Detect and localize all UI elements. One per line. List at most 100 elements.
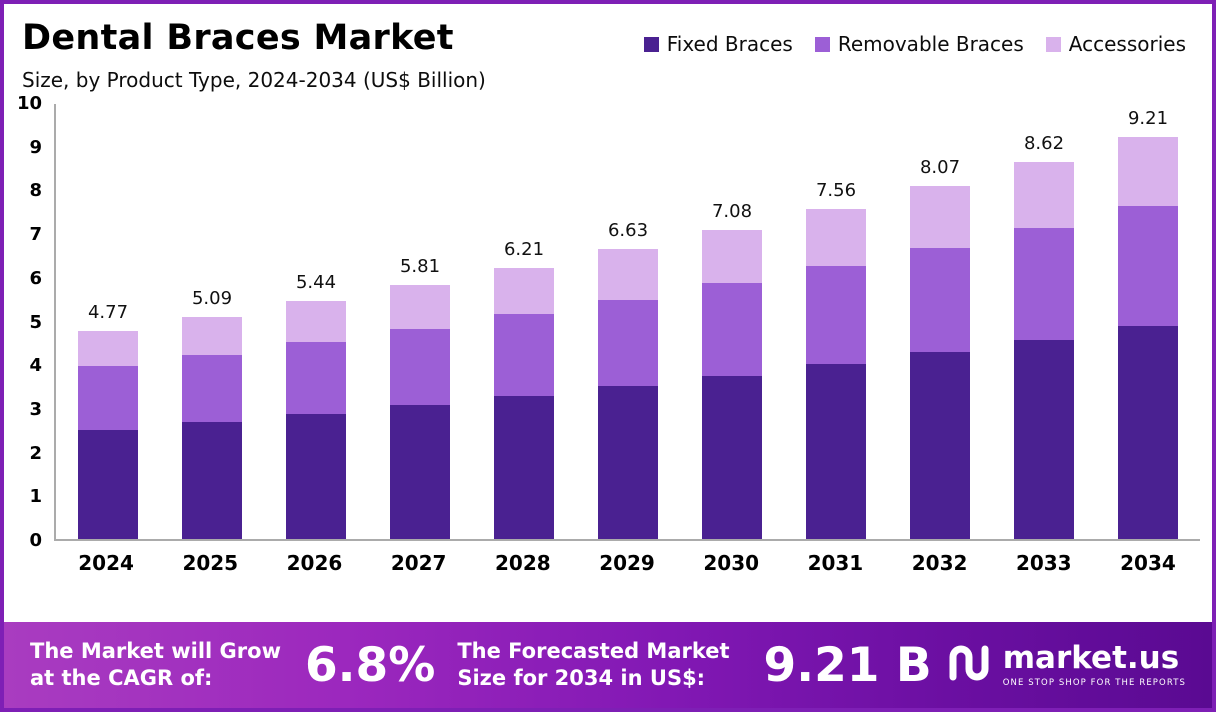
bar-total-label: 6.21 <box>503 238 545 260</box>
bar-segment-accessories <box>910 186 970 248</box>
bar-column: 8.07 <box>888 104 992 539</box>
bar-segment-removable-braces <box>78 366 138 430</box>
brand-logo: market.us ONE STOP SHOP FOR THE REPORTS <box>947 639 1186 688</box>
bar-segment-accessories <box>1118 136 1178 207</box>
chart-area: 0 1 2 3 4 5 6 7 8 9 10 4.77 5.09 5.44 5.81 6.21 6.63 7.0… <box>4 95 1212 575</box>
bar-column: 4.77 <box>56 104 160 539</box>
y-axis-tick: 0 <box>29 530 42 551</box>
bar-segment-fixed-braces <box>1014 339 1074 539</box>
bar-column: 6.63 <box>576 104 680 539</box>
bar-total-label: 4.77 <box>87 301 129 323</box>
legend: Fixed Braces Removable Braces Accessories <box>643 32 1186 56</box>
y-axis-tick: 6 <box>29 267 42 289</box>
bar-total-label: 7.08 <box>711 200 753 222</box>
bar-total-label: 8.07 <box>919 157 961 179</box>
bar-stack <box>78 330 138 539</box>
bar-segment-fixed-braces <box>702 375 762 539</box>
y-axis: 0 1 2 3 4 5 6 7 8 9 10 <box>14 95 54 550</box>
bar-segment-accessories <box>1014 162 1074 228</box>
brand-name: market.us <box>1002 639 1180 676</box>
legend-label: Removable Braces <box>837 32 1024 56</box>
legend-label: Fixed Braces <box>666 32 793 56</box>
brand-text: market.us ONE STOP SHOP FOR THE REPORTS <box>1002 639 1186 688</box>
bar-segment-fixed-braces <box>390 405 450 539</box>
bar-segment-fixed-braces <box>598 386 658 539</box>
legend-swatch-icon <box>643 36 659 52</box>
x-axis-label: 2024 <box>78 551 134 575</box>
bar-segment-removable-braces <box>494 314 554 396</box>
bar-segment-removable-braces <box>1118 206 1178 326</box>
bar-stack <box>182 316 242 539</box>
plot-column: 4.77 5.09 5.44 5.81 6.21 6.63 7.08 7.56 8.07 8.62… <box>54 104 1200 575</box>
legend-swatch-icon <box>814 36 830 52</box>
y-axis-tick: 2 <box>29 442 42 464</box>
brand-tagline: ONE STOP SHOP FOR THE REPORTS <box>1002 677 1186 688</box>
bar-segment-fixed-braces <box>286 413 346 539</box>
bar-column: 5.81 <box>368 104 472 539</box>
y-axis-tick: 9 <box>29 136 42 158</box>
bar-stack <box>1118 136 1178 539</box>
bar-segment-removable-braces <box>702 283 762 376</box>
bar-stack <box>702 229 762 539</box>
bar-segment-fixed-braces <box>1118 325 1178 539</box>
bar-segment-accessories <box>182 316 242 356</box>
bar-stack <box>1014 162 1074 539</box>
bar-total-label: 6.63 <box>607 220 649 242</box>
bar-stack <box>494 267 554 539</box>
cagr-label: The Market will Grow at the CAGR of: <box>30 638 281 690</box>
bar-segment-fixed-braces <box>494 395 554 539</box>
bar-segment-removable-braces <box>1014 227 1074 340</box>
bar-segment-fixed-braces <box>182 421 242 539</box>
bar-total-label: 5.09 <box>191 287 233 309</box>
bar-segment-removable-braces <box>598 299 658 387</box>
y-axis-tick: 1 <box>29 486 42 508</box>
bar-segment-accessories <box>286 301 346 343</box>
bar-stack <box>286 301 346 539</box>
bar-total-label: 5.44 <box>295 272 337 294</box>
bar-total-label: 9.21 <box>1127 107 1169 129</box>
bar-stack <box>806 208 866 539</box>
bar-segment-removable-braces <box>182 355 242 422</box>
bars: 4.77 5.09 5.44 5.81 6.21 6.63 7.08 7.56 8.07 8.62… <box>56 104 1200 539</box>
bar-total-label: 7.56 <box>815 179 857 201</box>
chart-subtitle: Size, by Product Type, 2024-2034 (US$ Bi… <box>22 68 486 92</box>
bar-column: 7.56 <box>784 104 888 539</box>
bar-segment-removable-braces <box>390 329 450 406</box>
y-axis-tick: 5 <box>29 311 42 333</box>
bar-segment-accessories <box>702 229 762 284</box>
bar-segment-fixed-braces <box>910 352 970 539</box>
x-axis-label: 2028 <box>495 551 551 575</box>
x-axis-label: 2032 <box>911 551 968 575</box>
x-labels: 2024 2025 2026 2027 2028 2029 2030 2031 2032 2033… <box>54 551 1200 575</box>
bar-segment-accessories <box>78 330 138 367</box>
chart-title: Dental Braces Market <box>22 18 454 58</box>
x-axis-label: 2033 <box>1015 551 1072 575</box>
x-axis-label: 2029 <box>599 551 655 575</box>
bar-stack <box>390 285 450 539</box>
x-axis-label: 2031 <box>807 551 864 575</box>
bar-column: 5.44 <box>264 104 368 539</box>
legend-item: Fixed Braces <box>643 32 793 56</box>
bar-stack <box>598 249 658 539</box>
footer-banner: The Market will Grow at the CAGR of: 6.8… <box>4 622 1212 708</box>
plot-area: 4.77 5.09 5.44 5.81 6.21 6.63 7.08 7.56 8.07 8.62… <box>54 104 1200 541</box>
bar-column: 9.21 <box>1096 104 1200 539</box>
y-axis-tick: 7 <box>29 224 42 246</box>
chart-header: Dental Braces Market Size, by Product Ty… <box>4 4 1212 100</box>
bar-segment-accessories <box>494 267 554 315</box>
bar-column: 6.21 <box>472 104 576 539</box>
y-axis-tick: 4 <box>29 355 42 377</box>
y-axis-tick: 3 <box>29 398 42 420</box>
x-axis-label: 2026 <box>286 551 343 575</box>
x-axis-label: 2034 <box>1120 551 1176 575</box>
x-axis-label: 2027 <box>390 551 447 575</box>
forecast-value: 9.21 B <box>763 637 932 693</box>
y-axis-tick: 10 <box>16 93 42 114</box>
bar-stack <box>910 186 970 539</box>
x-axis-label: 2025 <box>182 551 239 575</box>
bar-column: 8.62 <box>992 104 1096 539</box>
y-axis-tick: 8 <box>29 180 42 202</box>
x-axis-label: 2030 <box>703 551 760 575</box>
bar-column: 5.09 <box>160 104 264 539</box>
bar-segment-removable-braces <box>910 247 970 353</box>
